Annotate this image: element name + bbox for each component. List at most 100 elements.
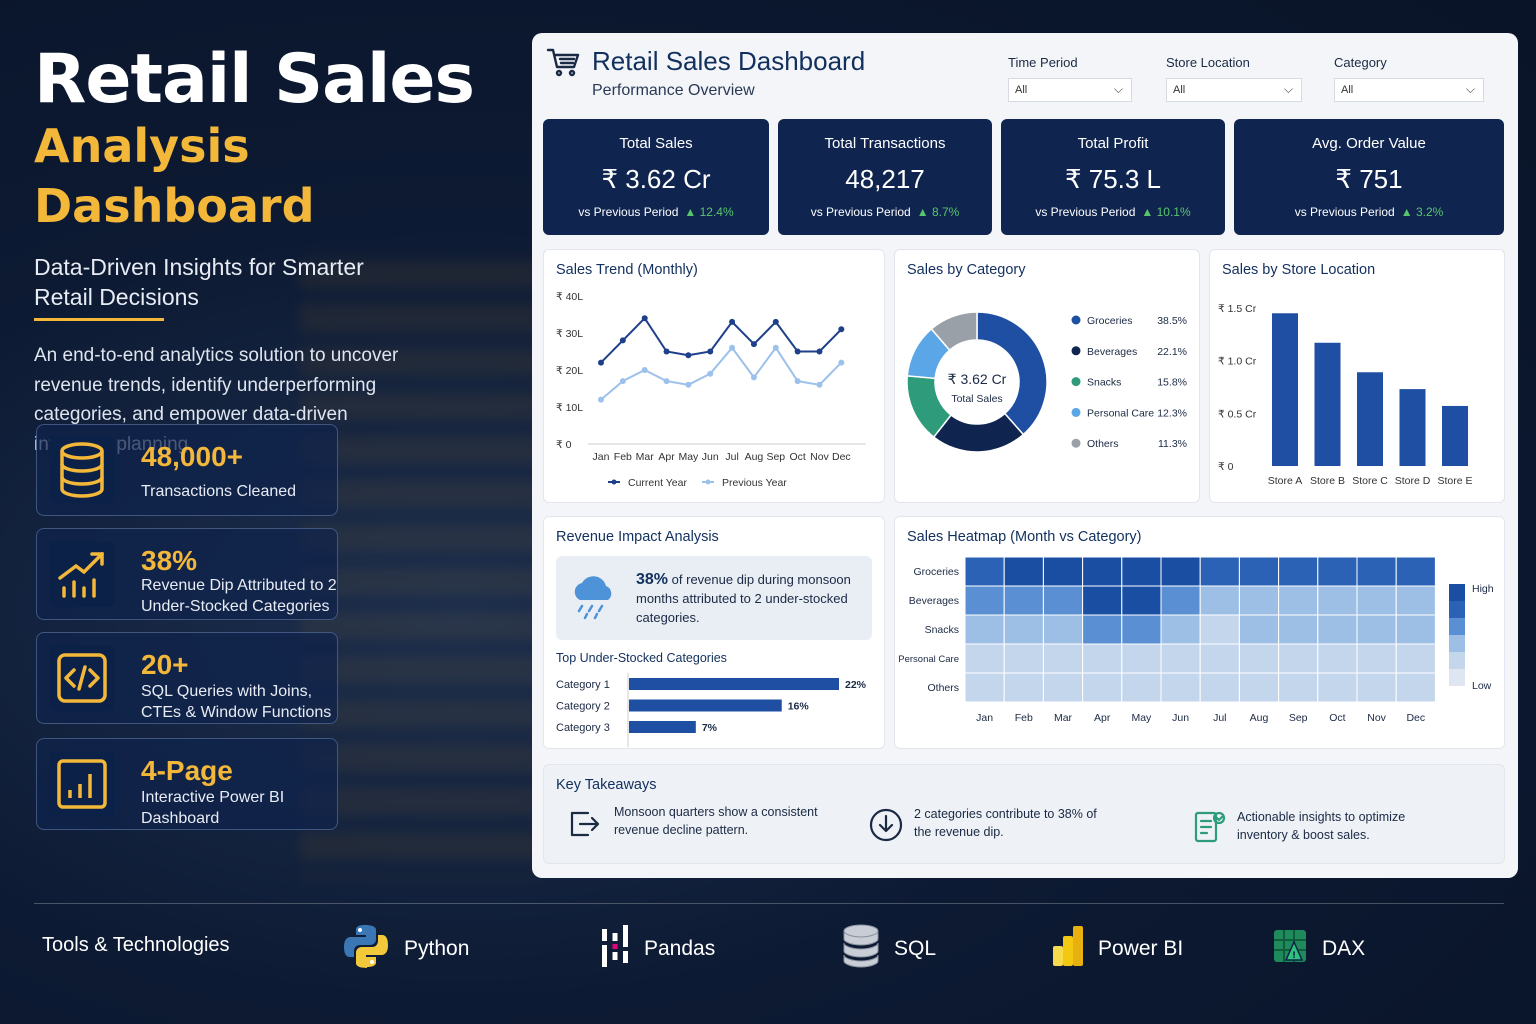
x-tick-label: Store C <box>1352 475 1388 487</box>
hero-subtitle: Data-Driven Insights for Smarter Retail … <box>34 254 364 310</box>
donut-slice <box>976 311 1048 436</box>
kpi-value: ₹ 751 <box>1335 164 1403 194</box>
data-point <box>794 348 801 355</box>
x-tick-label: Mar <box>1054 712 1073 724</box>
bar <box>629 699 782 712</box>
heatmap-cell <box>1395 614 1436 645</box>
kpi-value: ₹ 3.62 Cr <box>601 164 711 194</box>
kpi-compare: vs Previous Period ▲ 12.4% <box>543 205 769 219</box>
heatmap-cell <box>1199 585 1240 616</box>
hero-title: Retail Sales <box>34 40 475 119</box>
legend-swatch <box>1071 438 1081 448</box>
powerbi-icon <box>1052 924 1084 974</box>
y-tick-label: ₹ 1.5 Cr <box>1218 303 1257 315</box>
bar <box>1357 372 1383 466</box>
stat-value: 4-Page <box>141 755 233 786</box>
store-location-select[interactable]: All ⌵ <box>1166 78 1302 102</box>
bar <box>1442 405 1468 466</box>
legend-label: Previous Year <box>722 477 787 489</box>
time-period-select[interactable]: All ⌵ <box>1008 78 1132 102</box>
heatmap-cell <box>1082 643 1123 674</box>
bar <box>1314 342 1341 466</box>
category-select[interactable]: All ⌵ <box>1334 78 1484 102</box>
compare-label: vs Previous Period <box>810 205 911 219</box>
data-point <box>707 348 714 355</box>
hero-title-accent: Analysis Dashboard <box>34 119 315 233</box>
heatmap-cell <box>1238 556 1280 587</box>
stat-value: 20+ <box>141 649 189 680</box>
heatmap-cell <box>1121 643 1162 674</box>
x-tick-label: May <box>1131 712 1152 724</box>
key-takeaways-card: Key Takeaways Monsoon quarters show a co… <box>543 764 1505 864</box>
x-tick-label: Jul <box>725 451 738 463</box>
heatmap-cell <box>1199 614 1240 645</box>
kpi-title: Total Sales <box>619 135 693 152</box>
scale-swatch <box>1449 584 1465 601</box>
stat-label: Interactive Power BI Dashboard <box>141 789 285 827</box>
heatmap-cell <box>1082 556 1123 587</box>
heatmap-cell <box>1003 556 1044 587</box>
x-tick-label: Aug <box>1250 712 1269 724</box>
kpi-value: ₹ 75.3 L <box>1064 164 1162 194</box>
data-point <box>772 344 779 351</box>
x-tick-label: Oct <box>789 451 805 463</box>
kpi-title: Total Transactions <box>824 135 946 152</box>
category-donut-chart: ₹ 3.62 Cr Total Sales Groceries 38.5% Bevera… <box>906 311 1187 453</box>
heatmap-cell <box>1278 672 1319 703</box>
scale-swatch <box>1449 669 1465 686</box>
tool-python: Python <box>342 924 469 974</box>
change-value: ▲ 12.4% <box>684 205 734 219</box>
kpi-compare: vs Previous Period ▲ 10.1% <box>1001 205 1225 219</box>
legend-label: Others <box>1087 438 1119 450</box>
bar-value-label: 7% <box>702 722 718 734</box>
dax-icon: ! <box>1272 928 1308 970</box>
tool-label: DAX <box>1322 937 1366 960</box>
revenue-impact-card: Revenue Impact Analysis 38% of revenue d… <box>543 516 885 749</box>
y-tick-label: ₹ 0 <box>1218 461 1234 473</box>
legend-label: Beverages <box>1087 346 1137 358</box>
donut-center-value: ₹ 3.62 Cr <box>948 371 1007 387</box>
x-tick-label: Sep <box>766 451 785 463</box>
kpi-avg-order-value: Avg. Order Value ₹ 751 vs Previous Perio… <box>1234 119 1504 235</box>
heatmap-cell <box>1199 556 1240 587</box>
heatmap-cell <box>1121 614 1162 645</box>
background-shelves <box>300 260 540 880</box>
exit-arrow-icon <box>568 809 602 844</box>
bar <box>629 678 839 690</box>
impact-description: of revenue dip during monsoon months att… <box>636 572 851 625</box>
scale-swatch <box>1449 618 1465 635</box>
tool-powerbi: Power BI <box>1052 924 1183 974</box>
legend-label: Personal Care <box>1087 407 1154 419</box>
x-tick-label: Store A <box>1268 475 1302 487</box>
tool-sql: SQL <box>842 924 936 974</box>
donut-center-label: Total Sales <box>951 393 1002 405</box>
data-point <box>729 344 736 351</box>
legend-value: 15.8% <box>1157 377 1187 389</box>
heatmap-cell <box>1395 672 1436 703</box>
chevron-down-icon: ⌵ <box>1465 82 1475 96</box>
python-icon <box>342 922 390 976</box>
sales-heatmap-card: Sales Heatmap (Month vs Category) Grocer… <box>894 516 1505 749</box>
tool-label: Python <box>404 937 470 960</box>
heatmap-cell <box>1356 556 1397 587</box>
legend-swatch <box>1071 407 1081 417</box>
dashboard-subtitle: Performance Overview <box>592 82 755 99</box>
takeaway-text: 2 categories contribute to 38% of the re… <box>914 807 1097 839</box>
under-stocked-bar-chart: Category 1 22% Category 2 16% Category 3 7% <box>556 673 867 747</box>
database-icon <box>49 437 115 503</box>
stat-label: Transactions Cleaned <box>141 483 297 500</box>
heatmap-cell <box>1042 556 1084 587</box>
legend-marker <box>705 479 711 485</box>
heatmap-cell <box>1042 614 1084 645</box>
x-tick-label: Mar <box>636 451 655 463</box>
code-icon <box>49 645 115 711</box>
heatmap-cell <box>1395 556 1436 587</box>
heatmap-cell <box>1003 614 1044 645</box>
heatmap-cell <box>964 585 1005 616</box>
stat-card: 20+ SQL Queries with Joins, CTEs & Windo… <box>36 632 338 724</box>
compare-label: vs Previous Period <box>578 205 679 219</box>
card-title: Sales Trend (Monthly) <box>556 262 698 278</box>
data-point <box>619 378 626 385</box>
hero: Retail Sales Analysis Dashboard Data-Dri… <box>34 40 504 459</box>
legend-label: Current Year <box>628 477 687 489</box>
